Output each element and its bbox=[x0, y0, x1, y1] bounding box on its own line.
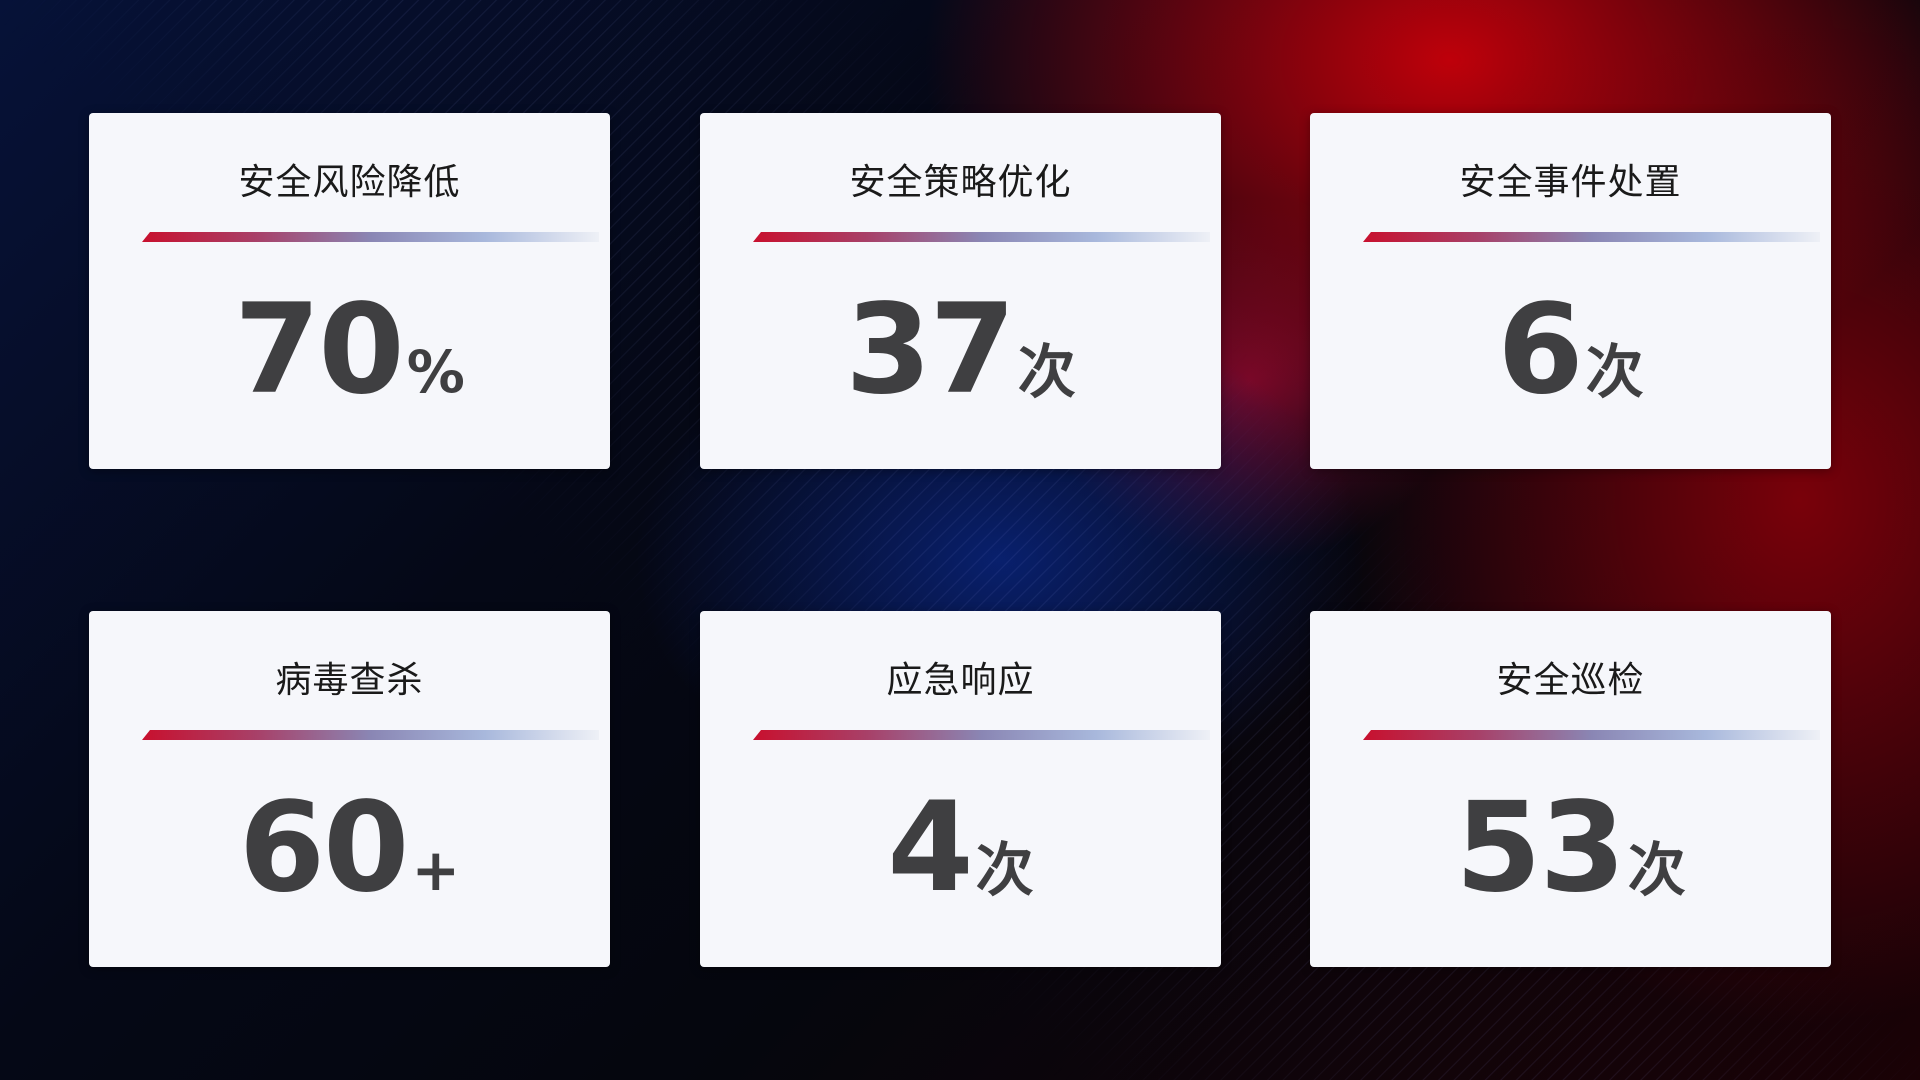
stat-card-emergency-response: 应急响应 4次 bbox=[700, 611, 1221, 967]
value-number: 70 bbox=[234, 278, 405, 422]
stat-card-policy-optimization: 安全策略优化 37次 bbox=[700, 113, 1221, 469]
card-value: 60+ bbox=[89, 776, 610, 920]
card-value: 37次 bbox=[700, 278, 1221, 422]
card-divider bbox=[142, 730, 599, 740]
stat-card-risk-reduction: 安全风险降低 70% bbox=[89, 113, 610, 469]
value-unit: 次 bbox=[1627, 836, 1686, 904]
card-value: 4次 bbox=[700, 776, 1221, 920]
card-title: 安全风险降低 bbox=[238, 162, 461, 203]
card-title: 安全巡检 bbox=[1496, 660, 1645, 701]
card-divider bbox=[753, 730, 1210, 740]
value-number: 4 bbox=[887, 776, 973, 920]
card-value: 53次 bbox=[1310, 776, 1831, 920]
card-divider bbox=[753, 232, 1210, 242]
card-divider bbox=[142, 232, 599, 242]
card-divider bbox=[1363, 232, 1820, 242]
card-value: 70% bbox=[89, 278, 610, 422]
card-title: 应急响应 bbox=[886, 660, 1035, 701]
card-divider bbox=[1363, 730, 1820, 740]
value-number: 60 bbox=[238, 776, 410, 920]
value-unit: 次 bbox=[1585, 338, 1644, 406]
value-unit: 次 bbox=[1017, 338, 1076, 406]
value-number: 6 bbox=[1497, 278, 1583, 422]
stat-card-security-inspection: 安全巡检 53次 bbox=[1310, 611, 1831, 967]
value-unit: 次 bbox=[975, 836, 1034, 904]
value-number: 37 bbox=[845, 278, 1016, 422]
card-value: 6次 bbox=[1310, 278, 1831, 422]
stat-card-virus-removal: 病毒查杀 60+ bbox=[89, 611, 610, 967]
value-unit: % bbox=[406, 338, 465, 406]
value-unit: + bbox=[411, 836, 461, 904]
stat-card-incident-handling: 安全事件处置 6次 bbox=[1310, 113, 1831, 469]
value-number: 53 bbox=[1455, 776, 1626, 920]
card-title: 病毒查杀 bbox=[275, 660, 424, 701]
card-title: 安全事件处置 bbox=[1459, 162, 1682, 203]
card-title: 安全策略优化 bbox=[849, 162, 1072, 203]
